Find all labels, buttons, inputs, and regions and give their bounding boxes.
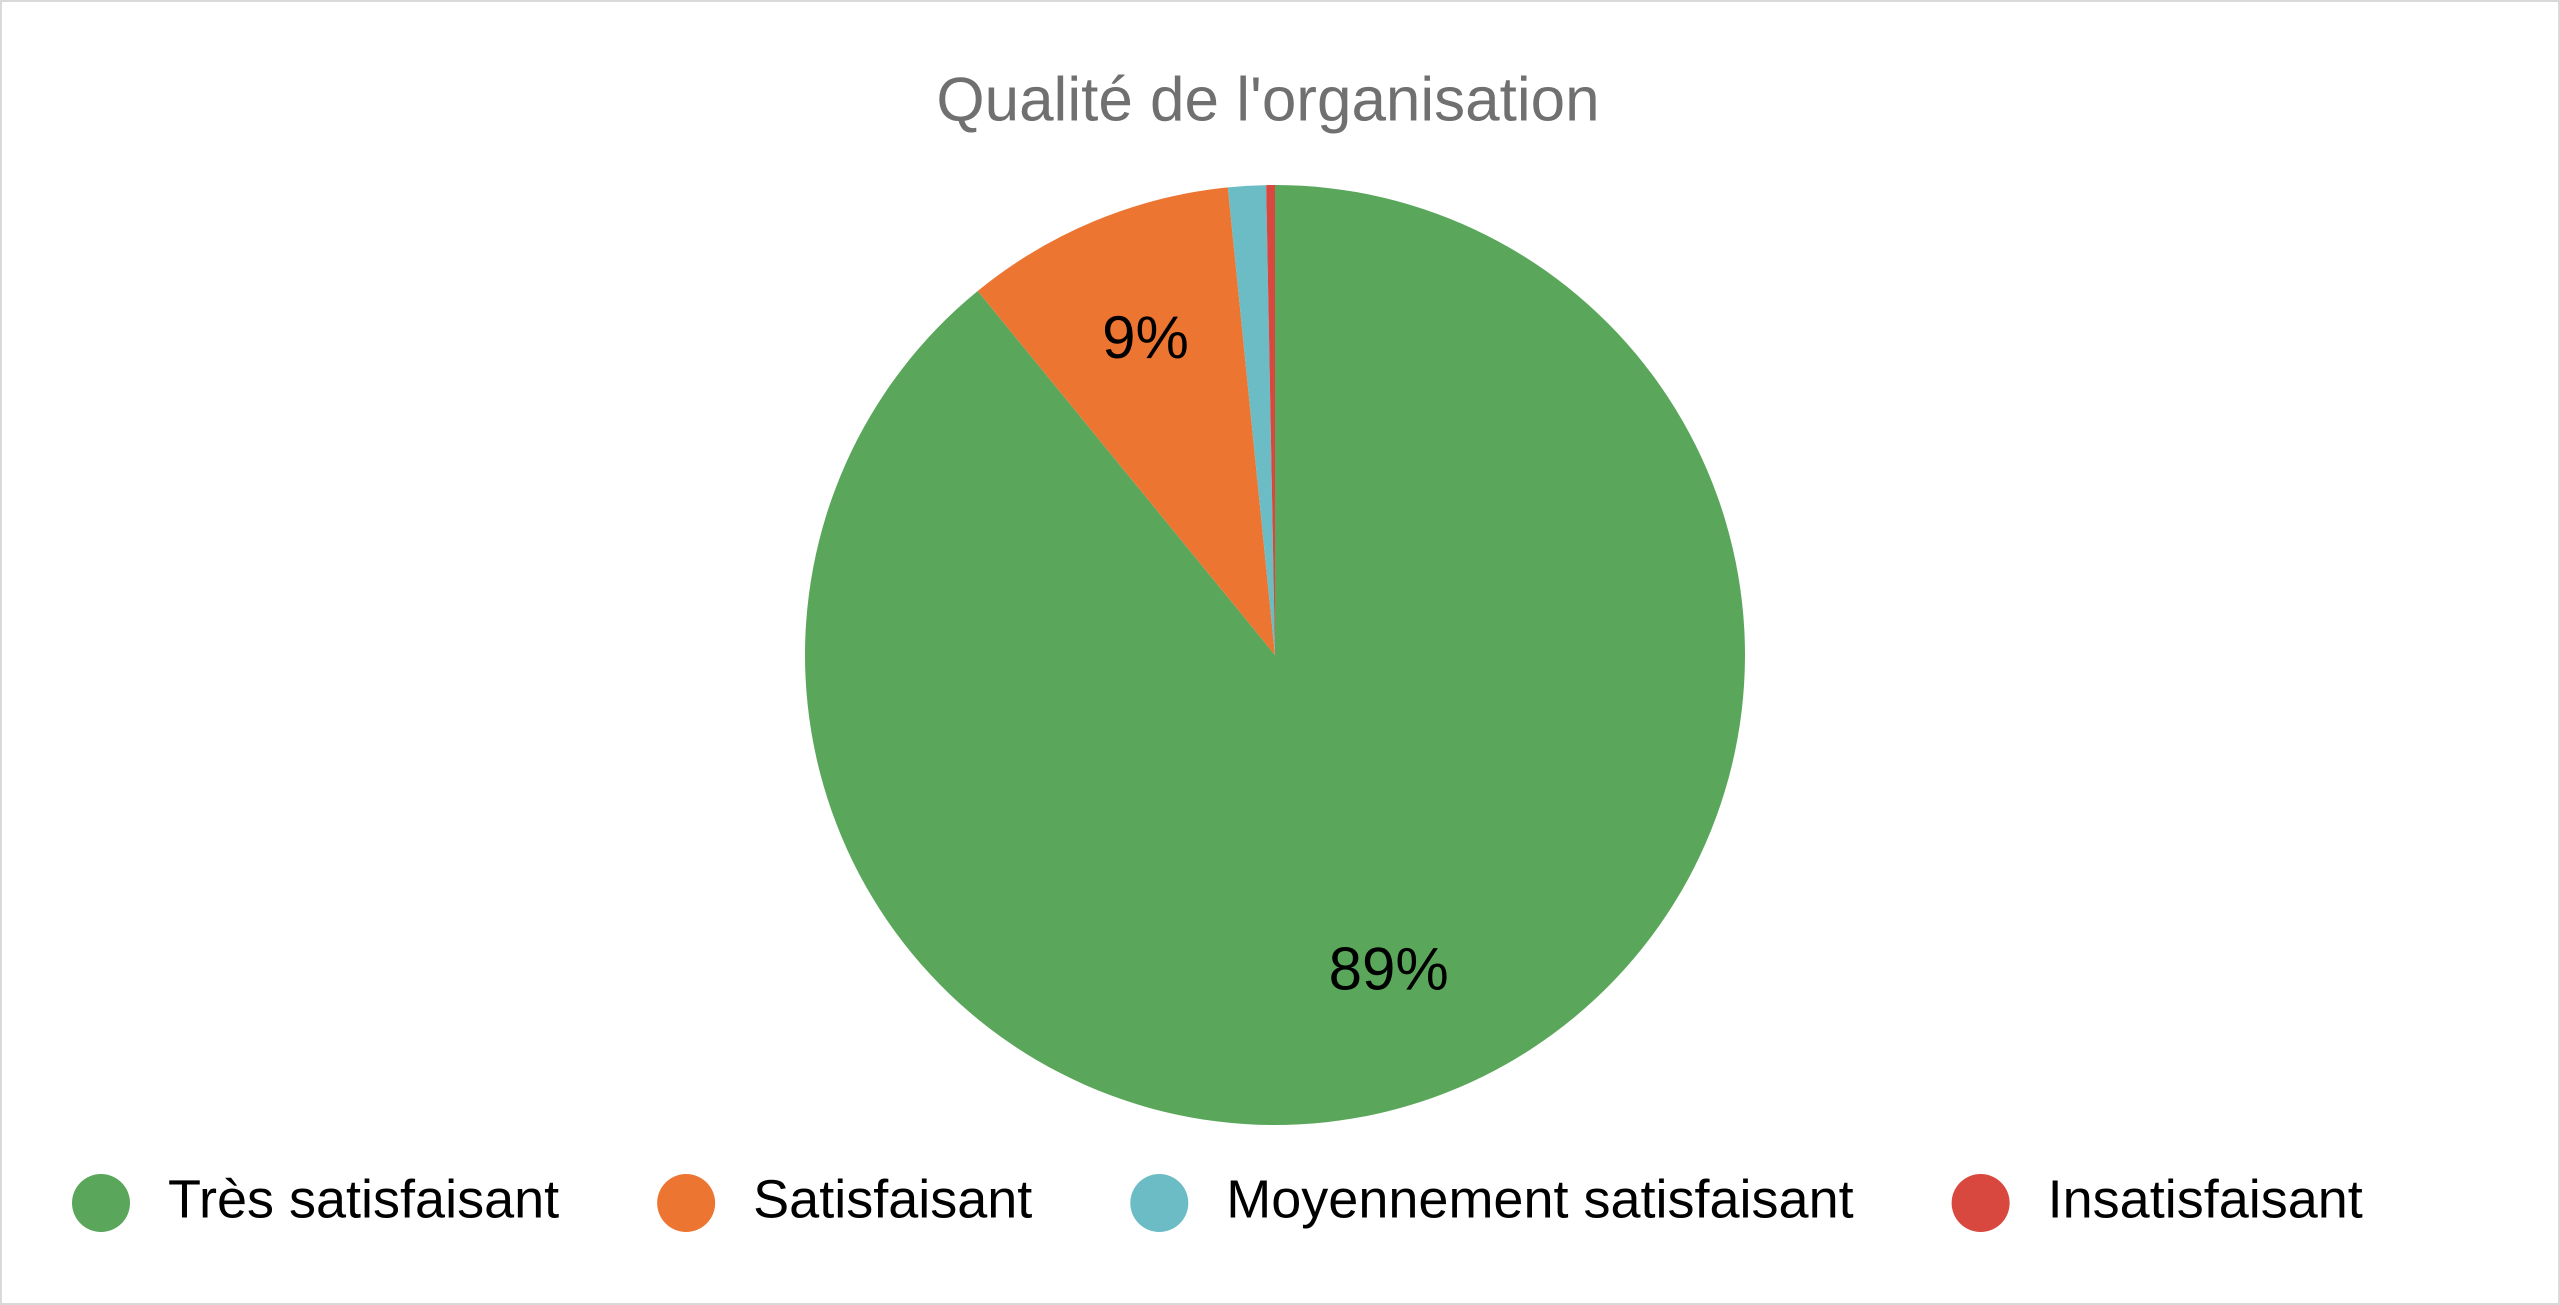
pie-slice [1266,185,1275,655]
chart-title: Qualité de l'organisation [936,65,1599,134]
pie-slice [804,185,1745,1125]
data-label: 89% [1329,936,1449,1003]
legend-label: Satisfaisant [753,1169,1032,1229]
pie-slice [1227,185,1275,655]
legend-label: Très satisfaisant [168,1169,559,1229]
legend-marker [1130,1174,1189,1232]
legend-marker [72,1174,130,1232]
legend-marker [657,1174,716,1232]
legend-label: Insatisfaisant [2048,1169,2363,1229]
legend-label: Moyennement satisfaisant [1226,1169,1853,1229]
pie-slice [977,187,1275,655]
data-label: 9% [1102,304,1189,371]
legend-marker [1951,1174,2010,1232]
